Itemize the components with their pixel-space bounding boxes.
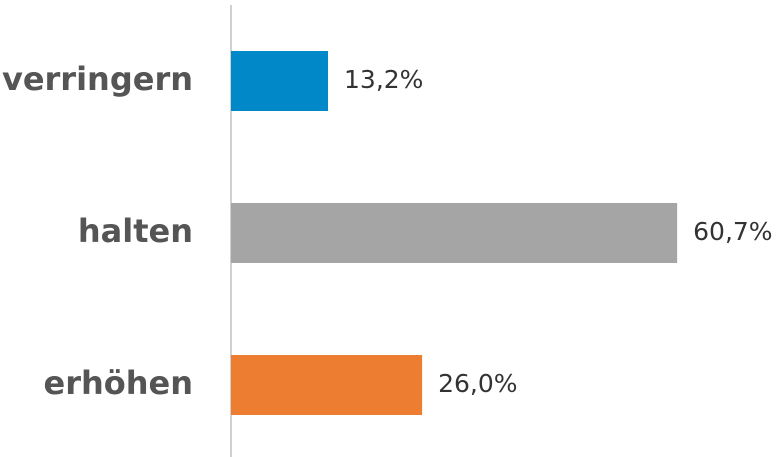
bar (231, 51, 329, 111)
category-label: erhöhen (43, 364, 193, 402)
value-label: 13,2% (344, 65, 423, 94)
category-label: verringern (2, 60, 193, 98)
bar (231, 203, 678, 263)
value-label: 26,0% (438, 369, 517, 398)
bar (231, 355, 423, 415)
category-label: halten (78, 212, 193, 250)
value-label: 60,7% (693, 217, 772, 246)
